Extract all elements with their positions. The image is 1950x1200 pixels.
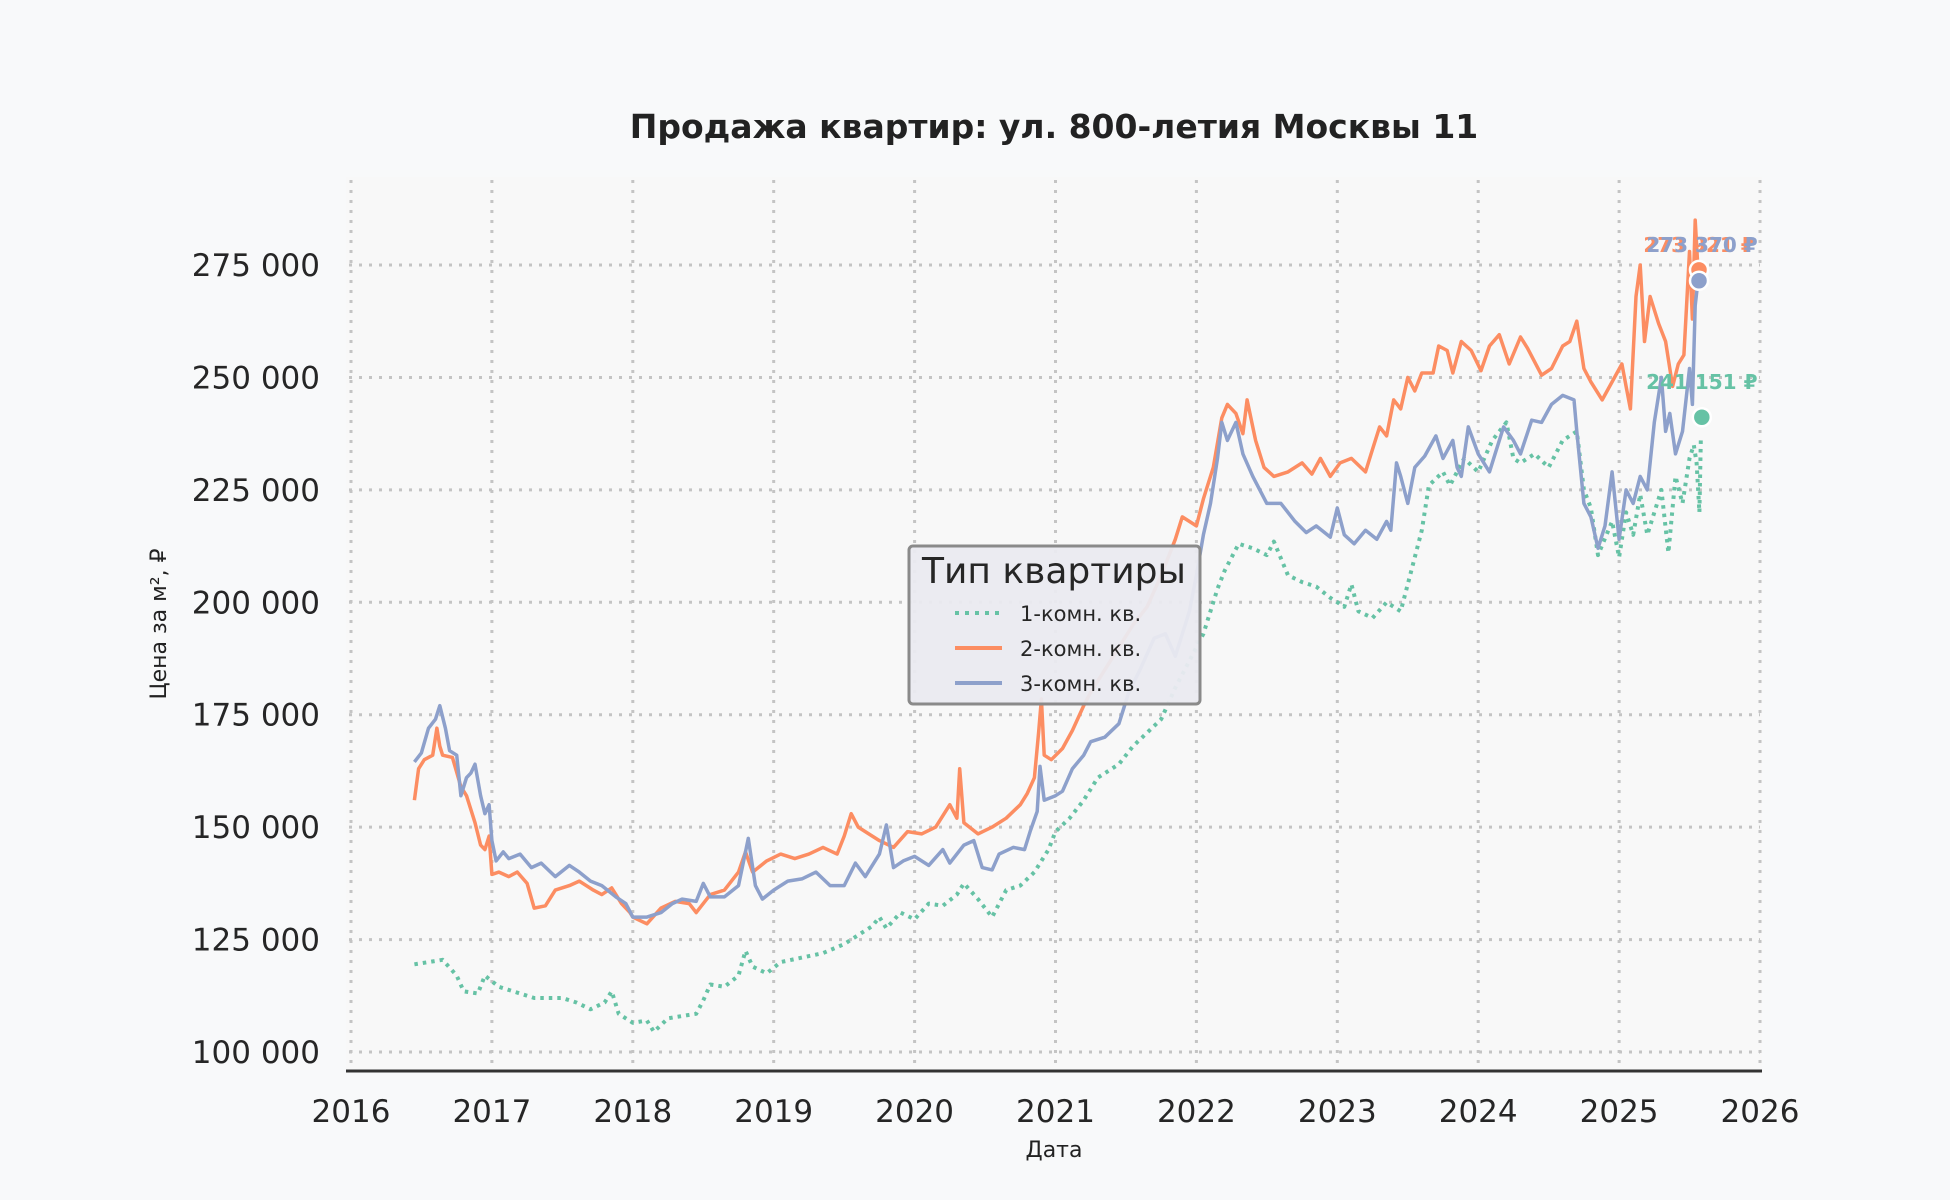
end-value-label: 273 921 ₽ [1643, 233, 1754, 257]
y-tick-label: 225 000 [192, 473, 320, 509]
y-tick-label: 250 000 [192, 360, 320, 396]
x-tick-label: 2017 [452, 1094, 531, 1130]
chart-title: Продажа квартир: ул. 800-летия Москвы 11 [630, 107, 1479, 146]
end-point-marker [1691, 406, 1713, 428]
x-tick-labels: 2016 2017 2018 2019 2020 2021 2022 2023 2024 2025… [312, 1094, 1800, 1130]
y-tick-label: 100 000 [192, 1035, 320, 1071]
legend-label: 3-комн. кв. [1020, 672, 1141, 696]
x-axis-label: Дата [1026, 1138, 1083, 1163]
x-tick-label: 2019 [734, 1094, 813, 1130]
legend-label: 1-комн. кв. [1020, 602, 1141, 626]
y-tick-label: 175 000 [192, 698, 320, 734]
grid-lines [349, 180, 1762, 1068]
end-point-marker [1688, 270, 1710, 292]
legend-label: 2-комн. кв. [1020, 637, 1141, 661]
series-line-3-room [413, 280, 1700, 919]
end-value-label: 241 151 ₽ [1646, 370, 1757, 394]
legend-box [907, 544, 1202, 706]
y-tick-label: 150 000 [192, 810, 320, 846]
legend: Тип квартиры 1-комн. кв. 2-комн. кв. 3-ком… [907, 544, 1202, 706]
x-tick-label: 2022 [1157, 1094, 1236, 1130]
y-axis-label: Цена за м², ₽ [147, 548, 172, 699]
x-tick-label: 2026 [1721, 1094, 1800, 1130]
x-tick-label: 2024 [1439, 1094, 1518, 1130]
x-tick-label: 2018 [593, 1094, 672, 1130]
legend-items: 1-комн. кв. 2-комн. кв. 3-комн. кв. [955, 602, 1141, 696]
x-tick-label: 2025 [1580, 1094, 1659, 1130]
y-tick-label: 200 000 [192, 585, 320, 621]
x-tick-label: 2016 [312, 1094, 391, 1130]
y-tick-label: 125 000 [192, 923, 320, 959]
x-tick-label: 2020 [875, 1094, 954, 1130]
end-value-labels: 241 151 ₽ 273 921 ₽273 370 ₽ [1643, 233, 1758, 428]
legend-title: Тип квартиры [921, 551, 1186, 592]
y-tick-labels: 100 000 125 000 150 000 175 000 200 000 225 0… [192, 248, 320, 1071]
end-value-label: 273 370 ₽ [1646, 233, 1757, 257]
y-tick-label: 275 000 [192, 248, 320, 284]
x-tick-label: 2021 [1016, 1094, 1095, 1130]
x-tick-label: 2023 [1298, 1094, 1377, 1130]
